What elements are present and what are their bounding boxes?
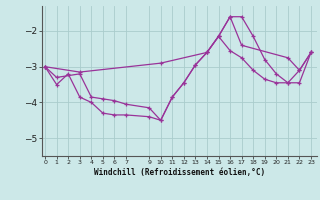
X-axis label: Windchill (Refroidissement éolien,°C): Windchill (Refroidissement éolien,°C) [94,168,265,177]
